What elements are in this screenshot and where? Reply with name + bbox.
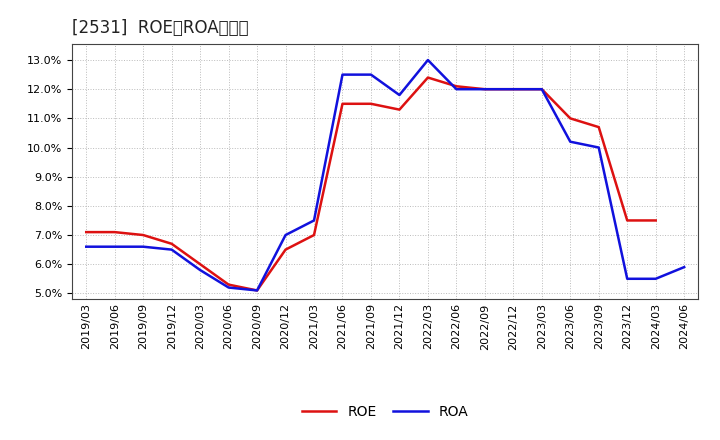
ROA — [310, 218, 318, 223]
ROE — [423, 75, 432, 80]
ROA — [452, 87, 461, 92]
ROE — [167, 241, 176, 246]
ROE — [338, 101, 347, 106]
ROA — [225, 285, 233, 290]
ROA — [167, 247, 176, 252]
ROA — [480, 87, 489, 92]
ROE — [225, 282, 233, 287]
ROA — [595, 145, 603, 150]
ROE — [509, 87, 518, 92]
ROE — [566, 116, 575, 121]
ROA — [395, 92, 404, 98]
ROA — [566, 139, 575, 144]
ROA — [196, 268, 204, 273]
Line: ROE: ROE — [86, 77, 656, 290]
ROE — [480, 87, 489, 92]
Line: ROA: ROA — [86, 60, 684, 290]
ROE — [253, 288, 261, 293]
ROE — [623, 218, 631, 223]
Text: [2531]  ROE、ROAの推移: [2531] ROE、ROAの推移 — [72, 19, 248, 37]
Legend: ROE, ROA: ROE, ROA — [296, 400, 474, 425]
ROE — [310, 232, 318, 238]
ROA — [110, 244, 119, 249]
ROE — [82, 230, 91, 235]
ROA — [253, 288, 261, 293]
ROA — [82, 244, 91, 249]
ROE — [652, 218, 660, 223]
ROA — [623, 276, 631, 282]
ROA — [366, 72, 375, 77]
ROE — [282, 247, 290, 252]
ROA — [537, 87, 546, 92]
ROA — [423, 57, 432, 62]
ROA — [652, 276, 660, 282]
ROE — [139, 232, 148, 238]
ROE — [452, 84, 461, 89]
ROE — [196, 261, 204, 267]
ROA — [509, 87, 518, 92]
ROA — [338, 72, 347, 77]
ROE — [110, 230, 119, 235]
ROE — [395, 107, 404, 112]
ROA — [680, 264, 688, 270]
ROE — [537, 87, 546, 92]
ROA — [139, 244, 148, 249]
ROE — [595, 125, 603, 130]
ROA — [282, 232, 290, 238]
ROE — [366, 101, 375, 106]
